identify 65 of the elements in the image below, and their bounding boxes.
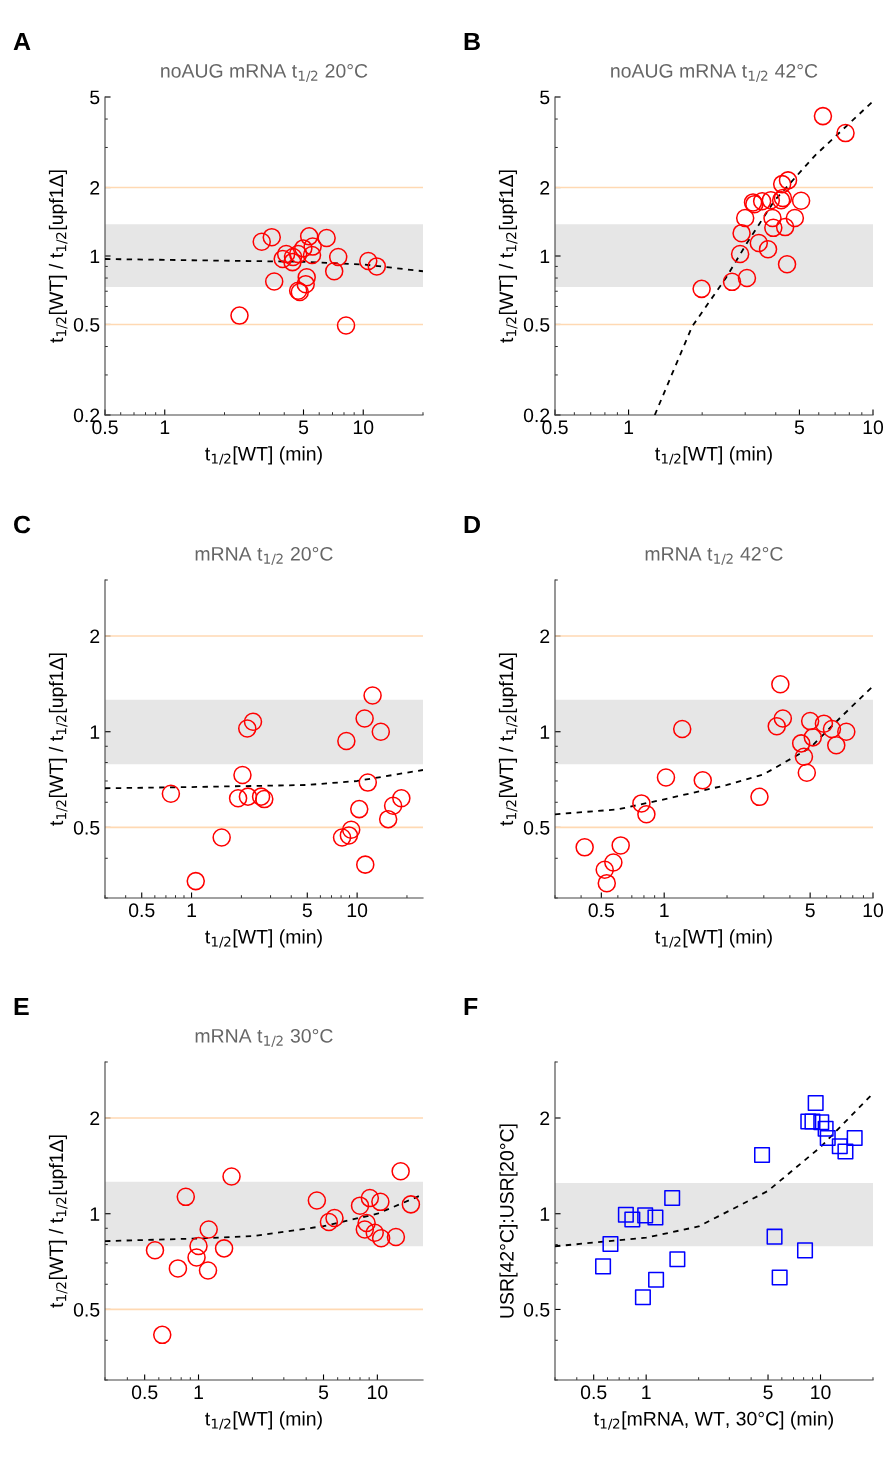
y-tick-label: 1 [90,249,100,264]
x-tick-label: 0.5 [131,1385,158,1400]
y-tick-label: 1 [90,1207,100,1221]
y-tick-label: 5 [90,90,100,105]
chart-title: noAUG mRNA t$_{1/2}$ 42°C [611,63,818,82]
x-tick-label: 5 [794,420,805,435]
x-tick-label: 1 [194,1385,203,1399]
x-tick-label: 0.5 [580,1385,607,1400]
x-tick-label: 1 [642,1385,651,1399]
chart-title: mRNA t$_{1/2}$ 20°C [195,546,333,565]
chart-title: noAUG mRNA t$_{1/2}$ 20°C [161,63,368,82]
x-tick-label: 10 [353,420,374,435]
x-axis-title: t$_{1/2}$[WT] (min) [655,446,772,465]
x-tick-label: 0.5 [128,903,155,918]
x-tick-label: 1 [187,903,197,917]
y-tick-label: 2 [540,180,550,195]
y-tick-label: 2 [90,180,100,195]
y-axis-title: t$_{1/2}$[WT] / t$_{1/2}$[upf1Δ] [498,653,518,826]
y-tick-label: 2 [540,629,550,644]
x-axis-title: t$_{1/2}$[mRNA, WT, 30°C] (min) [593,1411,833,1430]
x-tick-label: 10 [347,903,368,918]
y-tick-label: 0.5 [73,1302,100,1317]
y-tick-label: 1 [540,725,550,739]
x-tick-label: 10 [368,1385,388,1400]
chart-title: mRNA t$_{1/2}$ 30°C [195,1028,333,1047]
text: D [464,515,480,534]
y-tick-label: 0.5 [73,317,100,332]
x-tick-label: 1 [624,420,634,434]
x-tick-label: 1 [660,903,669,917]
x-axis-title: t$_{1/2}$[WT] (min) [655,929,772,948]
y-tick-label: 0.5 [523,1302,550,1317]
y-tick-label: 0.5 [523,317,550,332]
x-axis-title: t$_{1/2}$[WT] (min) [205,446,322,465]
x-tick-label: 10 [863,420,884,435]
y-tick-label: 2 [540,1111,550,1126]
x-tick-label: 0.5 [588,903,615,918]
y-tick-label: 5 [540,90,550,105]
text: A [13,32,31,51]
x-tick-label: 5 [805,903,815,918]
y-axis-title: USR[42°C]:USR[20°C] [499,1124,518,1318]
y-tick-label: 0.5 [523,820,550,835]
y-tick-label: 2 [90,629,100,644]
y-tick-label: 2 [90,1111,100,1126]
x-tick-label: 1 [160,420,170,434]
x-tick-label: 5 [763,1385,773,1400]
x-axis-title: t$_{1/2}$[WT] (min) [205,929,322,948]
y-tick-label: 1 [540,249,550,264]
x-tick-label: 10 [863,903,884,918]
x-tick-label: 10 [811,1385,831,1400]
y-axis-title: t$_{1/2}$[WT] / t$_{1/2}$[upf1Δ] [48,653,68,826]
text: B [464,32,480,51]
y-axis-title: t$_{1/2}$[WT] / t$_{1/2}$[upf1Δ] [48,170,68,343]
text: F [464,997,478,1016]
y-tick-label: 1 [540,1207,550,1221]
x-axis-title: t$_{1/2}$[WT] (min) [205,1411,322,1430]
chart-title: mRNA t$_{1/2}$ 42°C [645,546,783,565]
y-axis-title: t$_{1/2}$[WT] / t$_{1/2}$[upf1Δ] [498,170,518,343]
x-tick-label: 5 [302,903,312,918]
x-tick-label: 5 [298,420,309,435]
text: C [14,515,31,534]
text: E [14,997,29,1016]
y-axis-title: t$_{1/2}$[WT] / t$_{1/2}$[upf1Δ] [48,1135,68,1308]
y-tick-label: 1 [90,725,100,739]
x-tick-label: 5 [318,1385,329,1400]
y-tick-label: 0.5 [73,820,100,835]
